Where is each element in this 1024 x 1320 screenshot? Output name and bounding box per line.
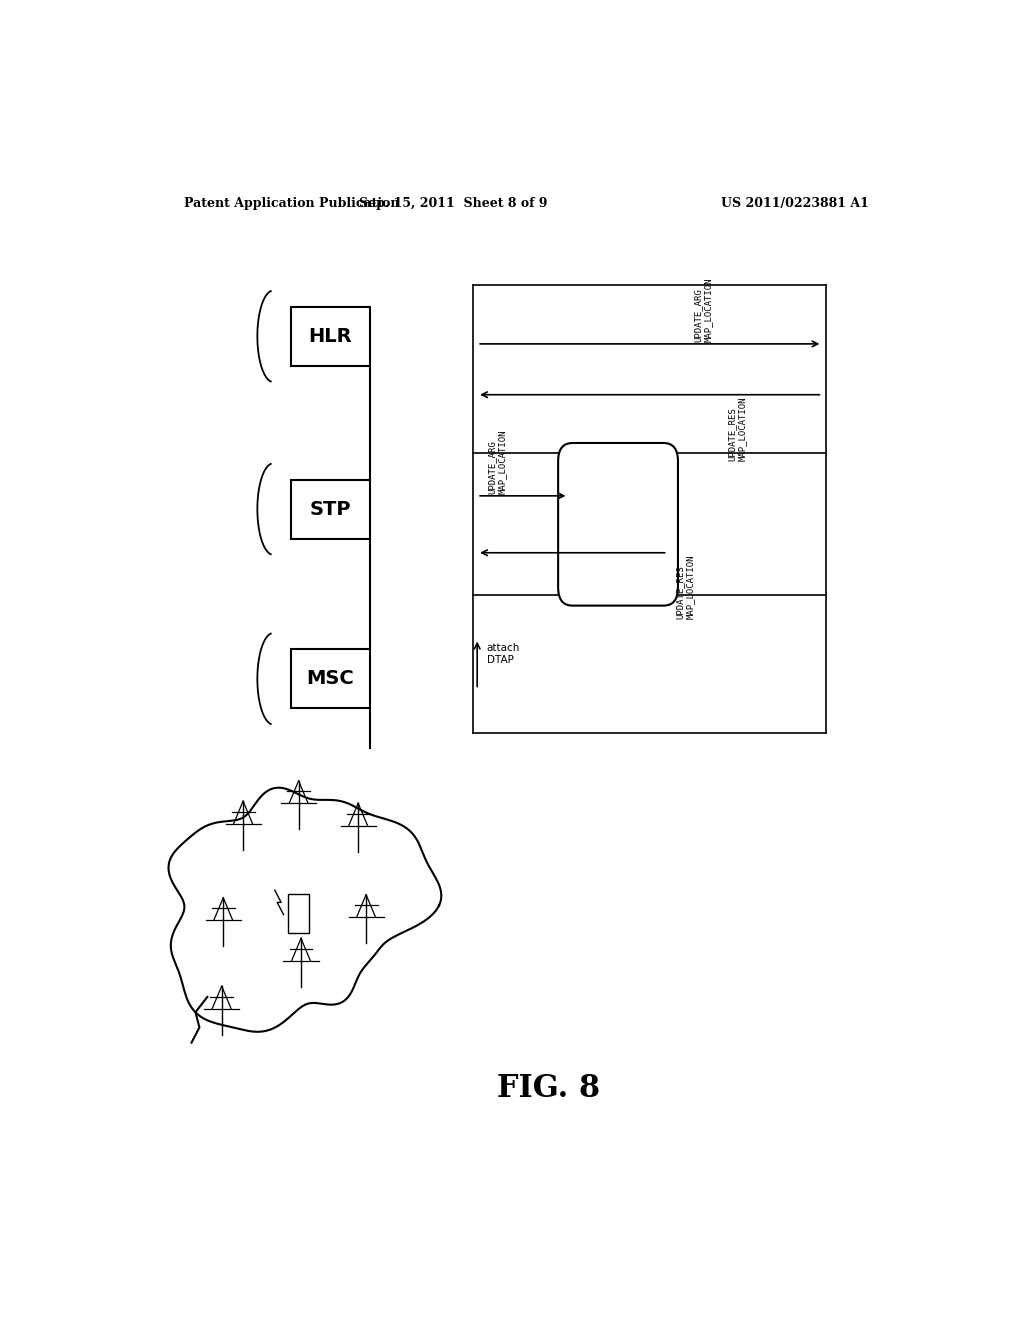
Text: Sep. 15, 2011  Sheet 8 of 9: Sep. 15, 2011 Sheet 8 of 9 xyxy=(359,197,548,210)
FancyBboxPatch shape xyxy=(291,479,370,539)
Text: Patent Application Publication: Patent Application Publication xyxy=(183,197,399,210)
FancyBboxPatch shape xyxy=(558,444,678,606)
Text: UPDATE_ARG
MAP_LOCATION: UPDATE_ARG MAP_LOCATION xyxy=(487,429,507,494)
FancyBboxPatch shape xyxy=(291,306,370,366)
Text: US 2011/0223881 A1: US 2011/0223881 A1 xyxy=(721,197,868,210)
Text: MSC: MSC xyxy=(306,669,354,688)
FancyBboxPatch shape xyxy=(288,894,309,933)
Text: STP: STP xyxy=(309,499,351,519)
Text: FIG. 8: FIG. 8 xyxy=(497,1073,600,1104)
Text: UPDATE_ARG
MAP_LOCATION: UPDATE_ARG MAP_LOCATION xyxy=(693,277,713,342)
Text: attach
DTAP: attach DTAP xyxy=(486,643,520,665)
Text: UPDATE_RES
MAP_LOCATION: UPDATE_RES MAP_LOCATION xyxy=(676,554,695,619)
Text: HLR: HLR xyxy=(308,327,352,346)
Text: UPDATE_RES
MAP_LOCATION: UPDATE_RES MAP_LOCATION xyxy=(728,397,746,461)
FancyBboxPatch shape xyxy=(291,649,370,709)
